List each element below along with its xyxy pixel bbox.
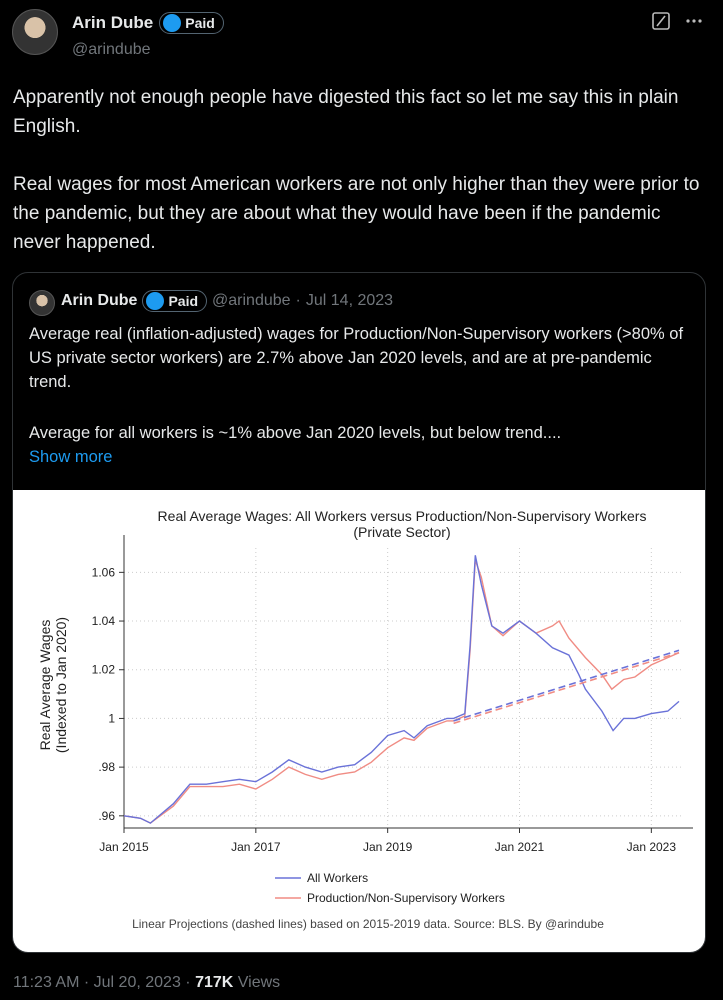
author-handle[interactable]: @arindube: [72, 41, 151, 58]
y-tick-label: 1.06: [92, 565, 116, 579]
y-tick-label: .98: [98, 760, 115, 774]
legend-label: Production/Non-Supervisory Workers: [307, 891, 505, 905]
quote-date: Jul 14, 2023: [305, 292, 394, 309]
y-tick-label: 1: [108, 711, 115, 725]
post-date: Jul 20, 2023: [93, 974, 181, 991]
x-tick-label: Jan 2019: [363, 840, 413, 854]
header-icons: [652, 12, 702, 30]
legend-label: All Workers: [307, 871, 368, 885]
quote-avatar: [29, 290, 55, 316]
footer: 11:23 AM · Jul 20, 2023 · 717K Views: [13, 974, 280, 992]
tweet-paragraph: Apparently not enough people have digest…: [13, 87, 679, 137]
y-tick-label: .96: [98, 809, 115, 823]
quote-paid-badge: Paid: [142, 290, 208, 312]
view-count: 717K: [195, 974, 234, 991]
chart-title: Real Average Wages: All Workers versus P…: [158, 508, 647, 524]
projection-line: [453, 649, 680, 722]
x-tick-label: Jan 2023: [627, 840, 677, 854]
more-dot: [698, 19, 702, 23]
more-dot[interactable]: [686, 19, 690, 23]
views-label: Views: [237, 974, 281, 991]
footer-separator: ·: [83, 974, 90, 991]
quote-handle: @arindube: [212, 292, 291, 309]
badge-text: Paid: [168, 293, 199, 309]
post-time: 11:23 AM: [13, 974, 80, 991]
projection-line: [453, 651, 680, 725]
quote-paragraph: Average real (inflation-adjusted) wages …: [29, 325, 684, 391]
tweet-text: Apparently not enough people have digest…: [13, 83, 708, 286]
y-axis-label: (Indexed to Jan 2020): [53, 617, 69, 753]
author-name[interactable]: Arin Dube: [72, 13, 154, 32]
tweet-paragraph: Real wages for most American workers are…: [13, 174, 700, 253]
quote-paragraph: Average for all workers is ~1% above Jan…: [29, 424, 562, 442]
grok-icon[interactable]: [652, 12, 670, 30]
grok-icon-slash: [656, 15, 666, 27]
data-line: [123, 555, 680, 824]
quote-separator: ·: [295, 292, 301, 309]
author-row: Arin Dube Paid: [72, 12, 224, 34]
avatar[interactable]: [12, 9, 58, 55]
quote-card[interactable]: Arin Dube Paid @arindube · Jul 14, 2023 …: [12, 272, 706, 953]
more-dot: [692, 19, 696, 23]
paid-badge: Paid: [159, 12, 224, 34]
badge-text: Paid: [185, 15, 215, 31]
chart: Real Average Wages: All Workers versus P…: [13, 490, 705, 952]
quote-text: Average real (inflation-adjusted) wages …: [29, 322, 694, 469]
quote-author-row: Arin Dube Paid @arindube · Jul 14, 2023: [61, 290, 393, 312]
footer-separator: ·: [185, 974, 191, 991]
data-line: [123, 559, 680, 824]
quote-author-name: Arin Dube: [61, 292, 138, 309]
show-more[interactable]: Show more: [29, 448, 113, 466]
y-axis-label: Real Average Wages: [37, 620, 53, 751]
x-tick-label: Jan 2017: [231, 840, 281, 854]
y-tick-label: 1.04: [92, 614, 116, 628]
x-tick-label: Jan 2015: [99, 840, 149, 854]
chart-footnote: Linear Projections (dashed lines) based …: [132, 917, 604, 931]
x-tick-label: Jan 2021: [495, 840, 545, 854]
y-tick-label: 1.02: [92, 663, 116, 677]
badge-icon: [163, 14, 182, 32]
badge-icon: [146, 292, 165, 310]
chart-subtitle: (Private Sector): [353, 524, 450, 540]
